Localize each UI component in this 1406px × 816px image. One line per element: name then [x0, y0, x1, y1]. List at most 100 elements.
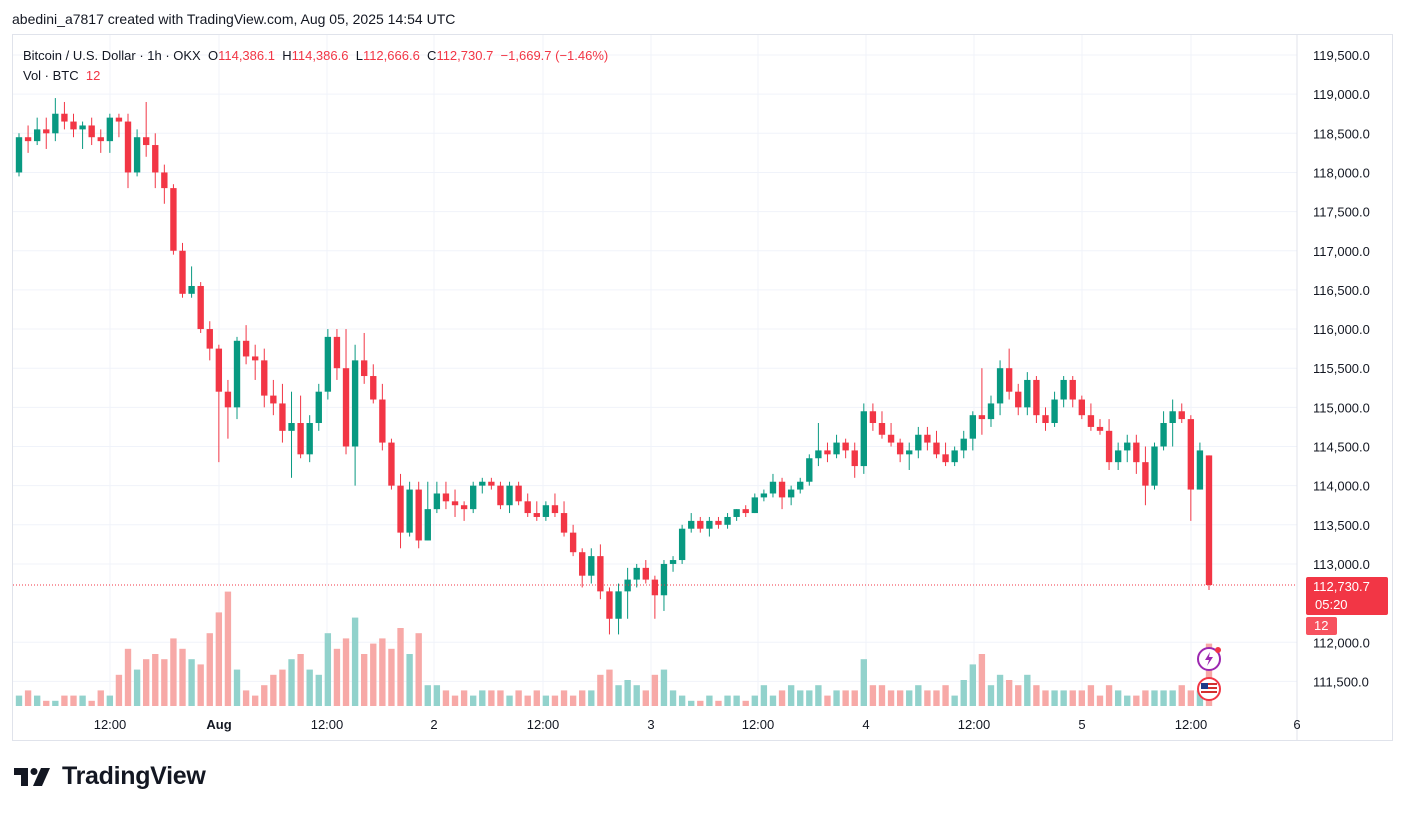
candle-body[interactable]: [887, 434, 895, 443]
candle-body[interactable]: [896, 442, 904, 455]
candle-body[interactable]: [1114, 450, 1122, 463]
candle-body[interactable]: [470, 485, 477, 510]
candle-body[interactable]: [1178, 411, 1185, 420]
candle-body[interactable]: [52, 113, 59, 134]
candle-body[interactable]: [651, 579, 659, 596]
candle-body[interactable]: [715, 520, 722, 525]
candle-body[interactable]: [315, 391, 322, 424]
candle-body[interactable]: [1042, 415, 1049, 424]
candle-body[interactable]: [506, 485, 513, 506]
candle-body[interactable]: [842, 442, 849, 451]
candle-body[interactable]: [906, 450, 913, 455]
candle-body[interactable]: [351, 360, 359, 447]
candle-body[interactable]: [706, 520, 713, 529]
candle-body[interactable]: [261, 360, 268, 396]
candle-body[interactable]: [388, 442, 395, 486]
candle-body[interactable]: [996, 368, 1004, 404]
candle-body[interactable]: [306, 423, 313, 455]
candle-body[interactable]: [297, 423, 304, 455]
candle-body[interactable]: [742, 509, 749, 514]
candle-body[interactable]: [1142, 462, 1149, 486]
candle-body[interactable]: [1151, 446, 1158, 486]
candle-body[interactable]: [61, 113, 68, 122]
candle-body[interactable]: [361, 360, 368, 377]
candle-body[interactable]: [951, 450, 958, 463]
candle-body[interactable]: [224, 391, 232, 408]
candle-body[interactable]: [560, 513, 568, 533]
candle-body[interactable]: [252, 356, 259, 361]
candle-body[interactable]: [579, 552, 586, 576]
candle-body[interactable]: [1087, 415, 1095, 427]
candle-body[interactable]: [733, 509, 740, 517]
candle-body[interactable]: [279, 403, 286, 431]
candle-body[interactable]: [869, 411, 877, 424]
candle-body[interactable]: [442, 493, 450, 502]
candle-body[interactable]: [15, 137, 23, 173]
candle-body[interactable]: [1033, 379, 1040, 416]
candle-body[interactable]: [142, 137, 150, 146]
candle-body[interactable]: [933, 442, 940, 455]
volume-label[interactable]: Vol · BTC: [23, 68, 79, 83]
candle-body[interactable]: [1096, 426, 1104, 431]
candle-body[interactable]: [1051, 399, 1058, 424]
candle-body[interactable]: [106, 117, 114, 142]
candle-body[interactable]: [115, 117, 123, 122]
lightning-icon[interactable]: [1197, 647, 1221, 671]
candle-body[interactable]: [1133, 442, 1140, 463]
candle-body[interactable]: [397, 485, 404, 533]
candle-body[interactable]: [1024, 379, 1031, 408]
symbol-title[interactable]: Bitcoin / U.S. Dollar · 1h · OKX: [23, 48, 201, 63]
candle-body[interactable]: [697, 520, 704, 529]
candle-body[interactable]: [569, 532, 577, 553]
candle-body[interactable]: [542, 505, 550, 517]
candle-body[interactable]: [878, 423, 886, 435]
candle-body[interactable]: [433, 493, 441, 510]
candle-body[interactable]: [915, 434, 922, 451]
candle-body[interactable]: [1187, 419, 1195, 490]
candle-body[interactable]: [161, 172, 168, 189]
candle-body[interactable]: [379, 399, 386, 443]
candle-body[interactable]: [488, 481, 495, 486]
candle-body[interactable]: [942, 454, 949, 463]
candle-body[interactable]: [1160, 423, 1167, 447]
candle-body[interactable]: [88, 125, 95, 138]
candle-body[interactable]: [851, 450, 858, 467]
candle-body[interactable]: [43, 129, 50, 134]
candle-body[interactable]: [242, 340, 250, 357]
candle-body[interactable]: [288, 423, 295, 431]
candle-body[interactable]: [1205, 455, 1213, 586]
candle-body[interactable]: [188, 285, 195, 294]
candle-body[interactable]: [924, 434, 931, 443]
candle-body[interactable]: [987, 403, 995, 420]
candle-body[interactable]: [524, 501, 531, 514]
candle-body[interactable]: [206, 329, 213, 349]
candle-body[interactable]: [497, 485, 504, 506]
candle-body[interactable]: [424, 509, 431, 541]
candle-body[interactable]: [1005, 368, 1013, 392]
candle-body[interactable]: [824, 450, 831, 455]
candle-body[interactable]: [97, 137, 104, 142]
candle-body[interactable]: [724, 516, 731, 525]
candle-body[interactable]: [597, 556, 604, 592]
candle-body[interactable]: [70, 121, 77, 130]
candle-body[interactable]: [815, 450, 822, 459]
candle-body[interactable]: [1105, 430, 1113, 463]
candle-body[interactable]: [215, 348, 223, 392]
candle-body[interactable]: [1124, 442, 1131, 451]
candle-body[interactable]: [1169, 411, 1176, 424]
candle-body[interactable]: [615, 591, 622, 619]
candle-body[interactable]: [515, 485, 522, 502]
candle-body[interactable]: [588, 556, 595, 576]
candle-body[interactable]: [833, 442, 840, 455]
candle-body[interactable]: [669, 560, 677, 564]
candle-body[interactable]: [806, 458, 813, 482]
candle-body[interactable]: [170, 188, 177, 251]
us-flag-icon[interactable]: [1197, 677, 1221, 701]
candle-body[interactable]: [270, 395, 277, 404]
candle-body[interactable]: [342, 368, 350, 447]
candle-body[interactable]: [624, 579, 631, 592]
candle-body[interactable]: [1015, 391, 1022, 408]
candle-body[interactable]: [33, 129, 41, 142]
candle-body[interactable]: [751, 497, 758, 514]
candle-body[interactable]: [660, 563, 668, 596]
